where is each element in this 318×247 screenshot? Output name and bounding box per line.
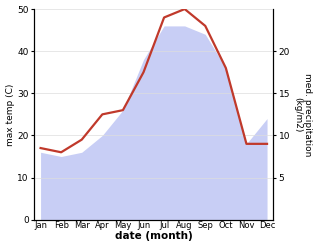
Y-axis label: max temp (C): max temp (C) <box>5 83 15 145</box>
Y-axis label: med. precipitation
(kg/m2): med. precipitation (kg/m2) <box>293 73 313 156</box>
X-axis label: date (month): date (month) <box>115 231 193 242</box>
